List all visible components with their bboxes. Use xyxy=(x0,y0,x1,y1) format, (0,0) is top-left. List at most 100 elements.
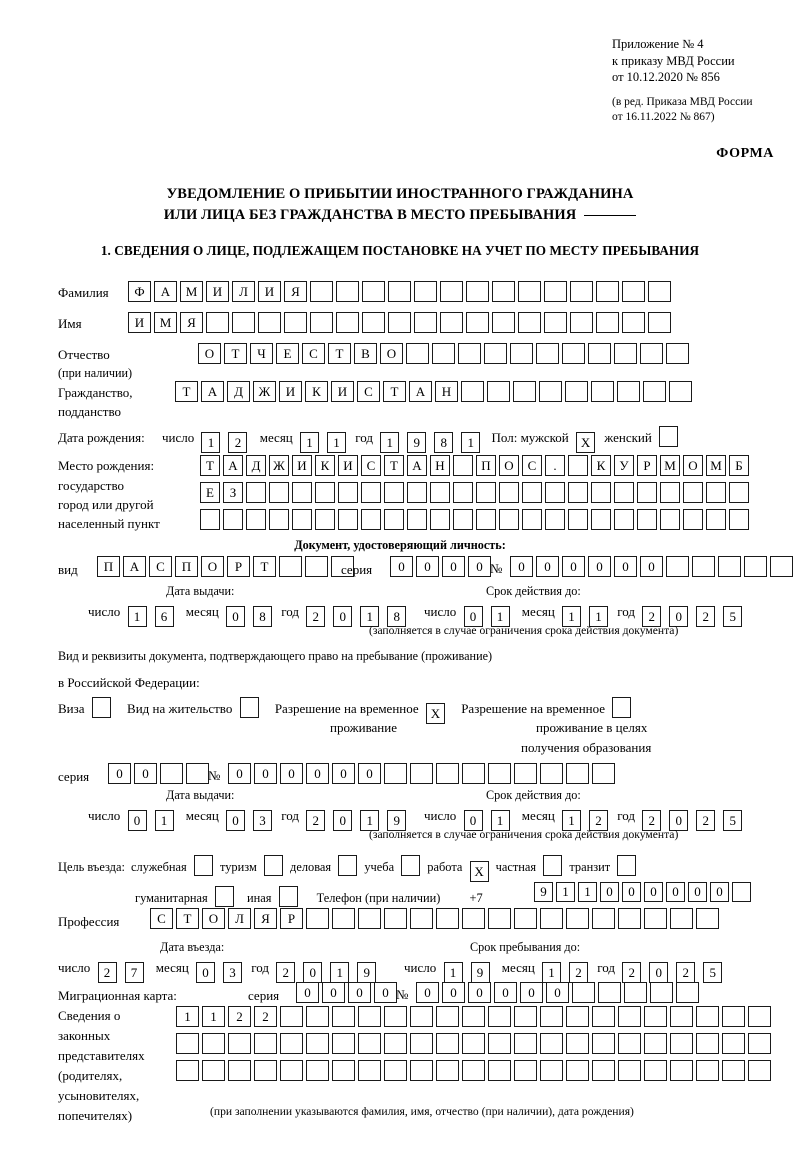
representatives-row-1-cell[interactable] xyxy=(488,1006,511,1027)
birthplace-row-1-cell[interactable]: П xyxy=(476,455,496,476)
birthplace-row-3-cell[interactable] xyxy=(706,509,726,530)
birthplace-row-2-cell[interactable] xyxy=(407,482,427,503)
surname-cell[interactable]: Л xyxy=(232,281,255,302)
surname-cell[interactable]: Ф xyxy=(128,281,151,302)
representatives-row-1-cell[interactable] xyxy=(540,1006,563,1027)
representatives-row-2-cell[interactable] xyxy=(228,1033,251,1054)
representatives-row-3-cell[interactable] xyxy=(436,1060,459,1081)
profession-cell[interactable] xyxy=(618,908,641,929)
identity-issue-day-d1[interactable]: 1 xyxy=(127,606,147,627)
permit-valid-day-d1[interactable]: 0 xyxy=(463,810,483,831)
patronymic-cell[interactable]: Т xyxy=(224,343,247,364)
patronymic-cell[interactable] xyxy=(510,343,533,364)
birthplace-row-2-cell[interactable] xyxy=(269,482,289,503)
identity-kind-cell[interactable]: Р xyxy=(227,556,250,577)
identity-kind-cell[interactable]: А xyxy=(123,556,146,577)
birthplace-row-2-cell[interactable] xyxy=(338,482,358,503)
migration-card-number-cell[interactable]: 0 xyxy=(494,982,517,1003)
identity-number-cell[interactable] xyxy=(666,556,689,577)
representatives-row-3-cell[interactable] xyxy=(722,1060,745,1081)
birth-day-d2[interactable]: 2 xyxy=(228,432,248,453)
birthplace-row-3-cell[interactable] xyxy=(499,509,519,530)
patronymic-cell[interactable] xyxy=(640,343,663,364)
surname-cell[interactable] xyxy=(622,281,645,302)
representatives-row-1-cell[interactable] xyxy=(384,1006,407,1027)
birthplace-row-1-cell[interactable]: К xyxy=(315,455,335,476)
migration-card-number-cell[interactable] xyxy=(572,982,595,1003)
birthplace-row-3-cell[interactable] xyxy=(637,509,657,530)
permit-number-cell[interactable]: 0 xyxy=(228,763,251,784)
citizenship-cell[interactable]: К xyxy=(305,381,328,402)
representatives-row-3-cell[interactable] xyxy=(462,1060,485,1081)
firstname-cell[interactable] xyxy=(362,312,385,333)
representatives-row-1-cell[interactable] xyxy=(618,1006,641,1027)
representatives-row-2-cell[interactable] xyxy=(202,1033,225,1054)
phone-cell[interactable]: 0 xyxy=(666,882,685,902)
surname-cell[interactable] xyxy=(570,281,593,302)
identity-kind-cell[interactable] xyxy=(279,556,302,577)
representatives-row-3-cell[interactable] xyxy=(748,1060,771,1081)
permit-valid-year-d2[interactable]: 0 xyxy=(669,810,689,831)
birthplace-row-2-cell[interactable] xyxy=(637,482,657,503)
phone-cell[interactable] xyxy=(732,882,751,902)
firstname-cell[interactable] xyxy=(466,312,489,333)
permit-number-cell[interactable] xyxy=(462,763,485,784)
stay-month-d2[interactable]: 2 xyxy=(569,962,589,983)
identity-kind-cell[interactable]: С xyxy=(149,556,172,577)
surname-cell[interactable]: А xyxy=(154,281,177,302)
representatives-row-3-cell[interactable] xyxy=(410,1060,433,1081)
identity-number-cell[interactable]: 0 xyxy=(614,556,637,577)
permit-series-cell[interactable]: 0 xyxy=(108,763,131,784)
representatives-row-3-cell[interactable] xyxy=(332,1060,355,1081)
purpose-private-checkbox[interactable] xyxy=(543,855,563,876)
representatives-row-2-cell[interactable] xyxy=(644,1033,667,1054)
identity-valid-year-d1[interactable]: 2 xyxy=(642,606,662,627)
birthplace-row-3-cell[interactable] xyxy=(246,509,266,530)
permit-number-cell[interactable] xyxy=(488,763,511,784)
birthplace-row-1-cell[interactable]: М xyxy=(706,455,726,476)
profession-cell[interactable] xyxy=(436,908,459,929)
citizenship-cell[interactable] xyxy=(565,381,588,402)
identity-issue-year-d2[interactable]: 0 xyxy=(333,606,353,627)
permit-number-cell[interactable] xyxy=(436,763,459,784)
identity-issue-month-d1[interactable]: 0 xyxy=(226,606,246,627)
profession-cell[interactable]: С xyxy=(150,908,173,929)
firstname-cell[interactable] xyxy=(622,312,645,333)
representatives-row-2-cell[interactable] xyxy=(254,1033,277,1054)
citizenship-cell[interactable]: И xyxy=(279,381,302,402)
patronymic-cell[interactable] xyxy=(562,343,585,364)
identity-valid-day-d2[interactable]: 1 xyxy=(490,606,510,627)
birthplace-row-3-cell[interactable] xyxy=(223,509,243,530)
identity-number-cell[interactable]: 0 xyxy=(588,556,611,577)
representatives-row-2-cell[interactable] xyxy=(384,1033,407,1054)
identity-number-cell[interactable] xyxy=(744,556,767,577)
birthplace-row-3-cell[interactable] xyxy=(545,509,565,530)
birthplace-row-1-cell[interactable]: Т xyxy=(200,455,220,476)
patronymic-cell[interactable] xyxy=(432,343,455,364)
profession-cell[interactable] xyxy=(410,908,433,929)
identity-valid-year-d3[interactable]: 2 xyxy=(696,606,716,627)
birthplace-row-2-cell[interactable] xyxy=(453,482,473,503)
migration-card-number-cell[interactable] xyxy=(624,982,647,1003)
representatives-row-3-cell[interactable] xyxy=(670,1060,693,1081)
representatives-row-2-cell[interactable] xyxy=(410,1033,433,1054)
identity-kind-cell[interactable] xyxy=(331,556,354,577)
permit-valid-month-d1[interactable]: 1 xyxy=(562,810,582,831)
permit-number-cell[interactable]: 0 xyxy=(306,763,329,784)
phone-cell[interactable]: 0 xyxy=(710,882,729,902)
stay-day-d1[interactable]: 1 xyxy=(443,962,463,983)
birth-year-d4[interactable]: 1 xyxy=(461,432,481,453)
representatives-row-1-cell[interactable] xyxy=(592,1006,615,1027)
representatives-row-3-cell[interactable] xyxy=(696,1060,719,1081)
phone-cell[interactable]: 0 xyxy=(600,882,619,902)
firstname-cell[interactable] xyxy=(518,312,541,333)
identity-number-cell[interactable] xyxy=(770,556,793,577)
birthplace-row-2-cell[interactable] xyxy=(614,482,634,503)
firstname-cell[interactable] xyxy=(284,312,307,333)
migration-card-series-cell[interactable]: 0 xyxy=(322,982,345,1003)
representatives-row-2-boxes[interactable] xyxy=(176,1033,771,1054)
